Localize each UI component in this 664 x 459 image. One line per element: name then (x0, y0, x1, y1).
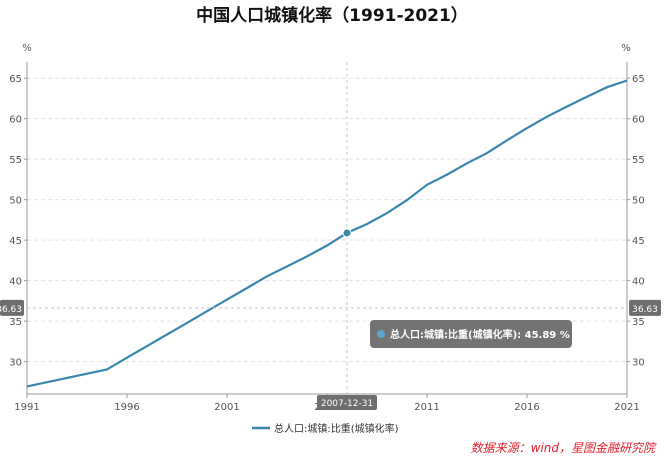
x-tick-label: 2021 (614, 402, 639, 413)
crosshair: 2007-12-31 36.63 36.63 总人口:城镇:比重(城镇化率): 45.… (0, 62, 661, 410)
x-tick-label: 2016 (514, 402, 539, 413)
tooltip-marker (377, 330, 385, 338)
y-pointer-label-left: 36.63 (0, 305, 22, 315)
highlight-point (342, 228, 352, 238)
tooltip-text: 总人口:城镇:比重(城镇化率): 45.89 % (390, 328, 570, 341)
y-tick-label-right: 55 (632, 155, 645, 166)
x-tick-label: 1991 (14, 402, 39, 413)
y-tick-label-right: 40 (632, 277, 645, 288)
legend-label: 总人口:城镇:比重(城镇化率) (274, 422, 399, 435)
y-pointer-badge-left (0, 299, 24, 316)
tooltip-box (370, 320, 572, 348)
y-tick-label-right: 50 (632, 196, 645, 207)
y-tick-label-left: 55 (9, 155, 22, 166)
tick-labels: 30 30 35 35 40 40 45 45 50 50 55 55 60 60 65 65 1991 1996… (9, 74, 644, 413)
axes (24, 62, 630, 398)
y-tick-label-right: 30 (632, 358, 645, 369)
y-tick-label-right: 35 (632, 317, 645, 328)
x-pointer-label: 2007-12-31 (321, 399, 373, 409)
series-line (26, 79, 628, 388)
y-tick-label-right: 65 (632, 74, 645, 85)
legend[interactable]: 总人口:城镇:比重(城镇化率) (252, 422, 399, 435)
right-axis-unit: % (621, 43, 631, 54)
y-tick-label-left: 45 (9, 236, 22, 247)
source-note: 数据来源：wind，星图金融研究院 (471, 441, 657, 455)
x-tick-label: 2001 (214, 402, 239, 413)
chart-title: 中国人口城镇化率（1991-2021） (196, 5, 468, 26)
x-tick-label: 1996 (114, 402, 139, 413)
y-tick-label-left: 50 (9, 196, 22, 207)
tooltip: 总人口:城镇:比重(城镇化率): 45.89 % (370, 320, 572, 348)
left-axis-unit: % (22, 43, 32, 54)
x-tick-label: 2011 (414, 402, 439, 413)
y-tick-label-left: 60 (9, 115, 22, 126)
x-pointer-badge (317, 395, 377, 410)
y-tick-label-left: 40 (9, 277, 22, 288)
y-pointer-label-right: 36.63 (632, 305, 658, 315)
y-pointer-badge-right (629, 299, 661, 316)
series-layer (26, 79, 628, 388)
grid (27, 77, 627, 363)
y-tick-label-left: 30 (9, 358, 22, 369)
y-tick-label-left: 65 (9, 74, 22, 85)
y-tick-label-right: 45 (632, 236, 645, 247)
y-tick-label-left: 35 (9, 317, 22, 328)
y-tick-label-right: 60 (632, 115, 645, 126)
